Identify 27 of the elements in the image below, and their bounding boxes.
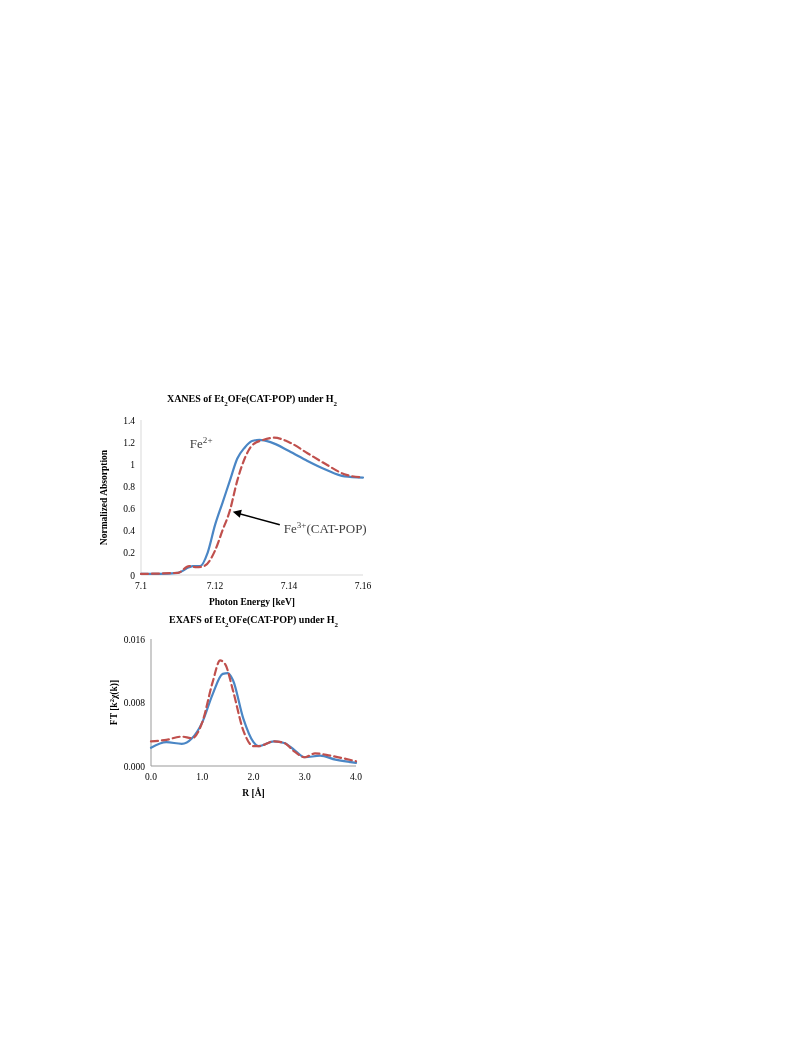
y-tick-label: 0.016 xyxy=(123,634,146,645)
x-tick-label: 7.12 xyxy=(206,581,224,591)
x-tick-label: 4.0 xyxy=(350,772,363,782)
x-tick-label: 3.0 xyxy=(298,772,311,782)
y-tick-label: 1.2 xyxy=(123,437,136,448)
x-tick-label: 0.0 xyxy=(145,772,158,782)
x-tick-label: 7.14 xyxy=(280,581,298,591)
y-tick-label: 0.6 xyxy=(123,504,136,515)
y-axis-title: Normalized Absorption xyxy=(99,449,109,546)
y-tick-label: 0.8 xyxy=(123,481,136,492)
x-tick-label: 7.1 xyxy=(135,581,148,591)
x-axis-title: R [Å] xyxy=(242,787,265,798)
annotation: Fe$^{2+}$ xyxy=(189,435,213,451)
y-tick-label: 0.4 xyxy=(123,526,136,537)
x-tick-label: 1.0 xyxy=(196,772,209,782)
annotation: Fe$^{3+}$(CAT-POP) xyxy=(283,519,367,536)
chart-title: XANES of Et$_{2}$OFe(CAT-POP) under H$_{2}$ xyxy=(166,393,338,408)
x-tick-label: 2.0 xyxy=(247,772,260,782)
y-tick-label: 0.2 xyxy=(123,548,136,559)
x-axis-title: Photon Energy [keV] xyxy=(208,597,296,607)
chart-title: EXAFS of Et$_{2}$OFe(CAT-POP) under H$_{2}$ xyxy=(168,614,339,629)
y-tick-label: 0.000 xyxy=(123,761,146,772)
y-tick-label: 1 xyxy=(130,459,136,470)
y-tick-label: 1.4 xyxy=(123,415,136,426)
x-tick-label: 7.16 xyxy=(354,581,372,591)
y-tick-label: 0.008 xyxy=(123,698,146,708)
y-tick-label: 0 xyxy=(130,570,136,581)
